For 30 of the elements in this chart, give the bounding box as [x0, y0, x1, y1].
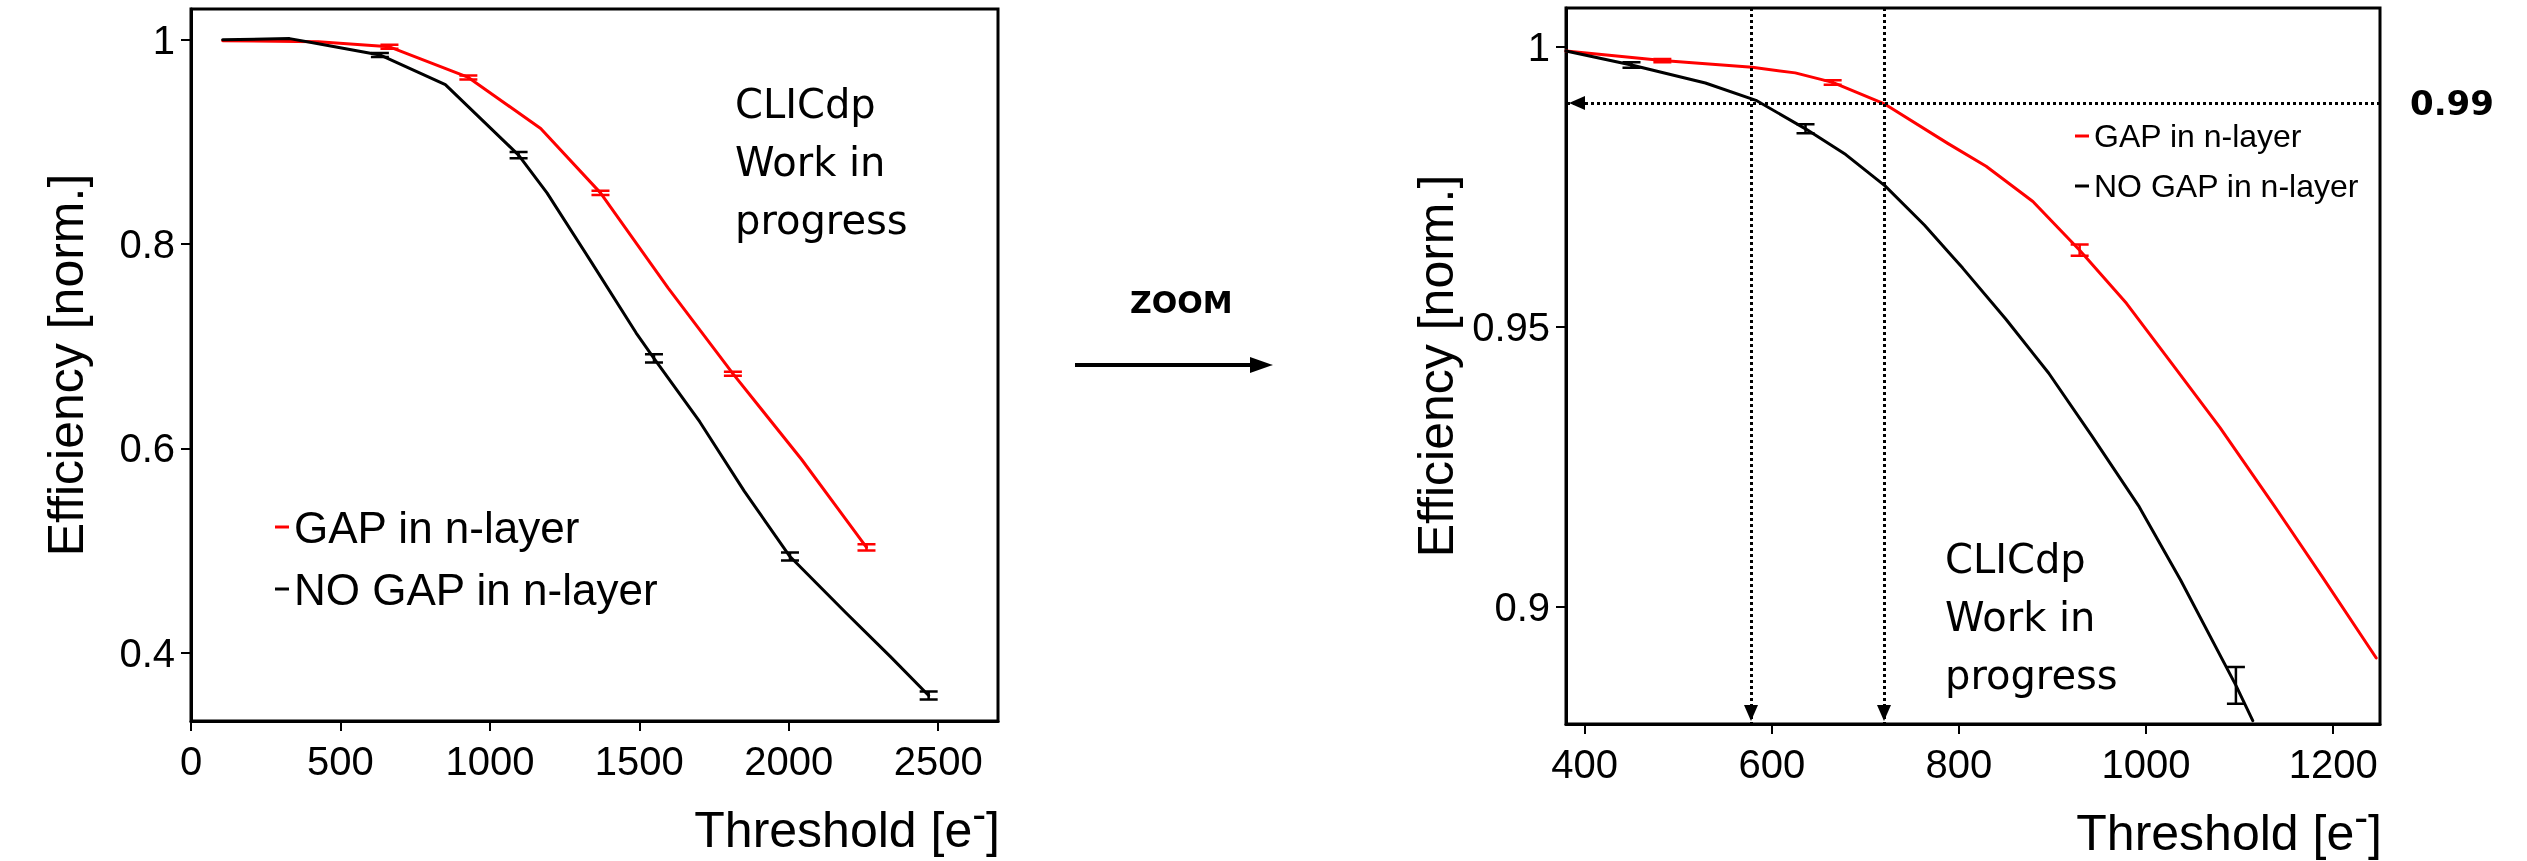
legend-label: GAP in n-layer: [294, 502, 580, 552]
y-tick-label: 0.6: [119, 426, 175, 471]
x-tick-label: 0: [179, 739, 203, 783]
x-axis-title: Threshold [e$^{-}$]: [694, 791, 1000, 859]
text: ZOOM: [1130, 284, 1233, 320]
y-tick-label: 1: [1527, 25, 1550, 70]
legend-label: GAP in n-layer: [2094, 118, 2302, 154]
x-tick-label: 2000: [744, 739, 834, 783]
x-tick-label: 500: [307, 739, 374, 783]
y-tick-label: 0.8: [119, 221, 175, 266]
y-tick-label: 0.95: [1472, 304, 1550, 349]
y-axis-title: Efficiency [norm.]: [38, 173, 94, 557]
x-tick-label: 800: [1925, 742, 1993, 786]
x-tick-label: 600: [1738, 742, 1806, 786]
x-tick-label: 1000: [2101, 742, 2191, 786]
y-tick-label: 0.9: [1494, 584, 1550, 629]
y-axis-title: Efficiency [norm.]: [1408, 174, 1465, 558]
annotation: CLICdp Work in progress: [735, 81, 908, 243]
x-tick-label: 400: [1551, 742, 1619, 786]
y-tick-label: 1: [152, 17, 175, 62]
ref-line-label: 0.99: [2410, 83, 2494, 124]
x-axis-title: Threshold [e$^{-}$]: [2076, 794, 2382, 861]
legend-label: NO GAP in n-layer: [2094, 168, 2359, 204]
legend-label: NO GAP in n-layer: [294, 564, 658, 614]
x-tick-label: 1000: [445, 739, 535, 783]
x-tick-label: 1200: [2288, 742, 2378, 786]
y-tick-label: 0.4: [119, 630, 175, 675]
annotation: CLICdp Work in progress: [1945, 536, 2118, 698]
x-tick-label: 1500: [594, 739, 684, 783]
x-tick-label: 2500: [893, 739, 983, 783]
